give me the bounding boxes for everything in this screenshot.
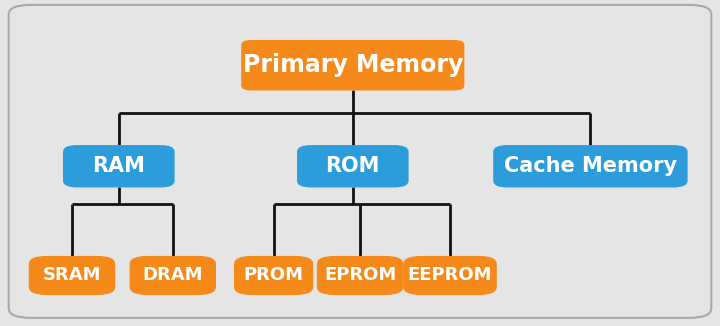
FancyBboxPatch shape — [493, 145, 688, 187]
Text: DRAM: DRAM — [143, 266, 203, 285]
Text: EPROM: EPROM — [324, 266, 396, 285]
FancyBboxPatch shape — [403, 256, 497, 295]
FancyBboxPatch shape — [63, 145, 174, 187]
FancyBboxPatch shape — [29, 256, 115, 295]
Text: PROM: PROM — [243, 266, 304, 285]
FancyBboxPatch shape — [317, 256, 403, 295]
Text: ROM: ROM — [325, 156, 380, 176]
Text: RAM: RAM — [92, 156, 145, 176]
FancyBboxPatch shape — [234, 256, 313, 295]
Text: SRAM: SRAM — [42, 266, 102, 285]
Text: EEPROM: EEPROM — [408, 266, 492, 285]
FancyBboxPatch shape — [297, 145, 409, 187]
FancyBboxPatch shape — [130, 256, 216, 295]
Text: Cache Memory: Cache Memory — [504, 156, 677, 176]
FancyBboxPatch shape — [241, 40, 464, 90]
Text: Primary Memory: Primary Memory — [243, 53, 463, 77]
